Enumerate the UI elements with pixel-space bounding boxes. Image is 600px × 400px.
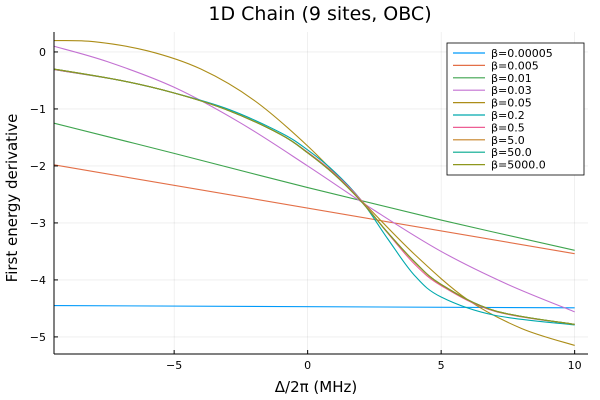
legend-label-6: β=0.2 <box>491 109 525 122</box>
series-line-10 <box>53 68 575 325</box>
legend-label-1: β=0.00005 <box>491 47 553 60</box>
x-tick-label: 0 <box>304 359 311 372</box>
y-tick-label: −5 <box>30 331 46 344</box>
legend: β=0.00005β=0.005β=0.01β=0.03β=0.05β=0.2β… <box>446 42 585 176</box>
y-tick-label: 0 <box>39 46 46 59</box>
legend-label-8: β=5.0 <box>491 134 525 147</box>
series-line-5 <box>53 39 575 346</box>
legend-label-4: β=0.03 <box>491 84 532 97</box>
axes: −5 0 5 10 0 −1 −2 −3 −4 −5 <box>30 32 588 372</box>
y-tick-label: −3 <box>30 217 46 230</box>
x-tick-label: 5 <box>438 359 445 372</box>
chart-title: 1D Chain (9 sites, OBC) <box>208 3 431 25</box>
series-line-3 <box>53 122 575 251</box>
x-tick-label: −5 <box>166 359 182 372</box>
x-axis-label: Δ/2π (MHz) <box>275 378 357 396</box>
y-tick-label: −2 <box>30 160 46 173</box>
series-line-1 <box>53 305 575 309</box>
series-line-2 <box>53 164 575 255</box>
series-layer <box>53 39 575 346</box>
legend-label-9: β=50.0 <box>491 146 532 159</box>
y-tick-label: −1 <box>30 103 46 116</box>
x-tick-label: 10 <box>568 359 582 372</box>
legend-label-5: β=0.05 <box>491 97 532 110</box>
legend-label-7: β=0.5 <box>491 121 525 134</box>
y-tick-label: −4 <box>30 274 46 287</box>
legend-label-3: β=0.01 <box>491 72 532 85</box>
series-line-4 <box>53 45 575 313</box>
y-axis-label: First energy derivative <box>3 114 21 283</box>
legend-label-10: β=5000.0 <box>491 159 546 172</box>
legend-label-2: β=0.005 <box>491 59 539 72</box>
